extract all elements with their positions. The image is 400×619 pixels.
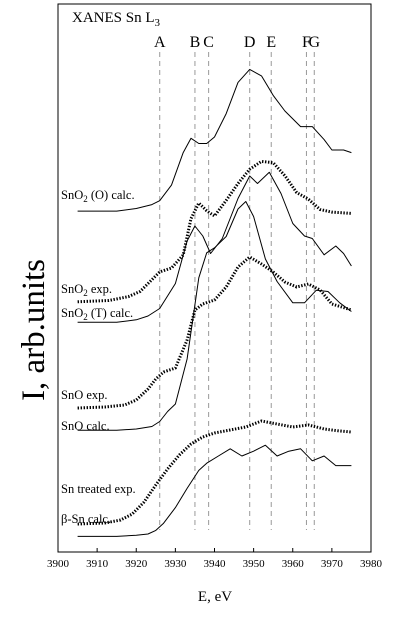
series-label-sn-calc: β-Sn calc. [61, 512, 111, 526]
series-label-sno2-exp: SnO2 exp. [61, 282, 112, 298]
feature-label-g: G [308, 34, 320, 51]
x-tick-label-3920: 3920 [125, 558, 148, 570]
x-tick-label-3970: 3970 [321, 558, 344, 570]
curve-sn-treated-exp [77, 419, 352, 526]
feature-label-e: E [266, 34, 276, 51]
series-labels: SnO2 (O) calc. SnO2 exp. SnO2 (T) calc. SnO… [61, 188, 136, 526]
feature-label-f: F [302, 34, 311, 51]
feature-label-a: A [154, 34, 166, 51]
spectra-curves [77, 68, 352, 537]
x-tick-label-3960: 3960 [282, 558, 305, 570]
chart-title: XANES Sn L3 [72, 10, 161, 29]
series-label-sno2-o-calc: SnO2 (O) calc. [61, 188, 135, 204]
series-label-sn-treated-exp: Sn treated exp. [61, 482, 136, 496]
series-label-sno2-t-calc: SnO2 (T) calc. [61, 306, 133, 322]
curve-sno-calc [77, 201, 352, 431]
feature-label-c: C [203, 34, 214, 51]
x-tick-label-3930: 3930 [164, 558, 187, 570]
feature-lines: A B C D E FG [154, 34, 320, 530]
curve-sno2-t-calc [77, 171, 352, 323]
plot-frame [57, 3, 372, 553]
x-axis-label: E, eV [198, 589, 232, 605]
series-label-sno-calc: SnO calc. [61, 419, 110, 433]
x-tick-label-3940: 3940 [204, 558, 227, 570]
x-tick-label-3900: 3900 [47, 558, 70, 570]
curve-sno2-o-calc [77, 68, 352, 212]
curve-sno2-exp [77, 159, 352, 304]
feature-label-d: D [244, 34, 256, 51]
curve-sno-exp [77, 255, 352, 410]
chart-title-subscript: 3 [155, 17, 161, 29]
chart-title-main: XANES Sn L [72, 10, 155, 26]
x-axis-ticks: 3900 3910 3920 3930 3940 3950 3960 3970 3980 [47, 548, 383, 570]
series-label-sno-exp: SnO exp. [61, 388, 108, 402]
x-tick-label-3980: 3980 [360, 558, 383, 570]
feature-label-b: B [190, 34, 201, 51]
y-axis-label: I, arb.units [16, 259, 52, 401]
x-tick-label-3950: 3950 [243, 558, 266, 570]
curve-sn-calc [77, 444, 352, 537]
x-tick-label-3910: 3910 [86, 558, 109, 570]
